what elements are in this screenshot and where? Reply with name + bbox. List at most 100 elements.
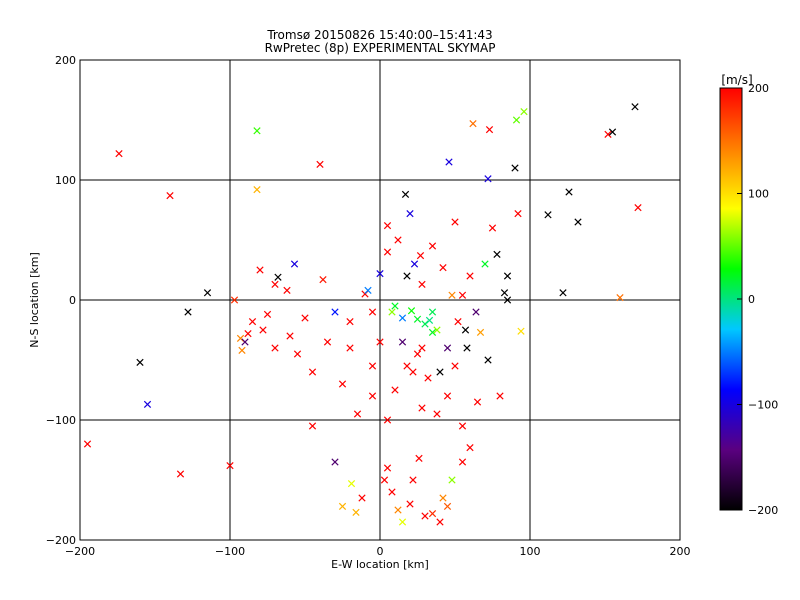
x-tick-label: 0	[377, 545, 384, 558]
data-point-cross	[409, 476, 417, 484]
data-point-cross	[253, 127, 261, 135]
data-point-cross	[604, 130, 612, 139]
data-point-cross	[436, 518, 444, 526]
data-point-cross	[308, 422, 317, 430]
data-point-cross	[503, 272, 512, 280]
data-point-cross	[425, 316, 434, 325]
x-tick-label: 200	[670, 545, 691, 558]
data-point-cross	[454, 317, 462, 326]
data-point-cross	[428, 242, 437, 250]
data-point-cross	[493, 250, 501, 259]
data-point-cross	[401, 190, 410, 199]
data-point-cross	[407, 307, 416, 315]
data-point-cross	[458, 291, 467, 299]
data-point-cross	[514, 209, 522, 218]
data-point-cross	[331, 458, 339, 466]
data-point-cross	[383, 221, 392, 230]
data-point-cross	[520, 107, 528, 116]
y-axis-label: N-S location [km]	[28, 252, 41, 348]
y-tick-label: 100	[55, 174, 76, 187]
data-point-cross	[368, 308, 377, 316]
data-point-cross	[484, 356, 492, 364]
data-point-cross	[413, 350, 422, 358]
data-point-cross	[463, 344, 471, 352]
data-point-cross	[286, 332, 294, 340]
chart-title: Tromsø 20150826 15:40:00–15:41:43	[266, 28, 492, 42]
data-point-cross	[418, 404, 426, 412]
data-point-cross	[383, 464, 392, 472]
data-point-cross	[271, 344, 279, 352]
data-point-cross	[166, 191, 174, 200]
chart-subtitle: RwPretec (8p) EXPERIMENTAL SKYMAP	[265, 41, 496, 55]
data-point-cross	[421, 320, 429, 328]
data-point-cross	[368, 362, 377, 370]
data-point-cross	[83, 440, 92, 448]
data-point-cross	[608, 128, 617, 136]
data-point-cross	[256, 266, 264, 274]
data-point-cross	[439, 263, 447, 272]
data-point-cross	[226, 461, 234, 470]
data-point-cross	[433, 326, 441, 334]
data-point-cross	[416, 251, 425, 260]
colorbar: [m/s] −200 −100 0 100 200	[719, 73, 778, 517]
data-point-cross	[428, 509, 437, 518]
data-point-cross	[458, 458, 467, 466]
data-point-cross	[346, 344, 354, 352]
data-point-cross	[418, 280, 426, 289]
data-point-cross	[301, 314, 309, 322]
data-point-cross	[443, 344, 452, 352]
data-point-cross	[500, 289, 509, 297]
data-point-cross	[448, 476, 456, 484]
data-point-cross	[488, 224, 497, 232]
data-point-cross	[380, 476, 389, 484]
plot-area: −200 −100 0 100 200 −200 −100 0 100 200	[46, 54, 691, 558]
y-tick-label: 200	[55, 54, 76, 67]
data-point-cross	[238, 346, 246, 355]
data-point-cross	[398, 314, 407, 322]
x-axis-label: E-W location [km]	[331, 558, 429, 571]
data-point-cross	[409, 368, 417, 376]
data-point-cross	[461, 326, 470, 334]
y-tick-label: −100	[46, 414, 76, 427]
data-point-cross	[259, 326, 267, 334]
colorbar-tick-label: 100	[748, 188, 769, 201]
colorbar-tick-label: 200	[748, 82, 769, 95]
data-point-cross	[388, 308, 396, 316]
colorbar-tick-label: −100	[748, 399, 778, 412]
data-point-cross	[353, 410, 362, 418]
data-point-cross	[616, 293, 624, 302]
x-tick-label: 100	[520, 545, 541, 558]
data-point-cross	[481, 260, 489, 268]
data-point-cross	[376, 269, 384, 278]
data-point-cross	[391, 302, 399, 310]
data-point-cross	[421, 512, 429, 520]
data-point-cross	[347, 479, 356, 488]
data-point-cross	[403, 272, 411, 280]
data-point-cross	[503, 296, 512, 304]
data-point-cross	[424, 374, 432, 382]
data-point-cross	[203, 289, 212, 297]
data-point-cross	[443, 392, 452, 400]
data-point-cross	[458, 422, 467, 430]
data-point-cross	[331, 308, 339, 316]
data-point-cross	[398, 338, 407, 346]
data-point-cross	[323, 338, 332, 346]
data-point-cross	[271, 280, 279, 289]
data-point-cross	[443, 502, 452, 511]
data-point-cross	[415, 454, 423, 463]
grid-lines	[80, 60, 680, 540]
data-point-cross	[634, 203, 642, 212]
y-tick-label: −200	[46, 534, 76, 547]
data-point-cross	[544, 211, 552, 219]
data-point-cross	[413, 315, 422, 323]
data-point-cross	[115, 149, 123, 158]
data-point-cross	[236, 334, 245, 343]
data-point-cross	[403, 362, 411, 370]
data-point-cross	[319, 275, 327, 284]
data-point-cross	[410, 260, 419, 268]
data-point-cross	[338, 502, 347, 511]
data-point-cross	[376, 338, 384, 346]
data-point-cross	[308, 368, 317, 376]
data-point-cross	[428, 328, 437, 337]
